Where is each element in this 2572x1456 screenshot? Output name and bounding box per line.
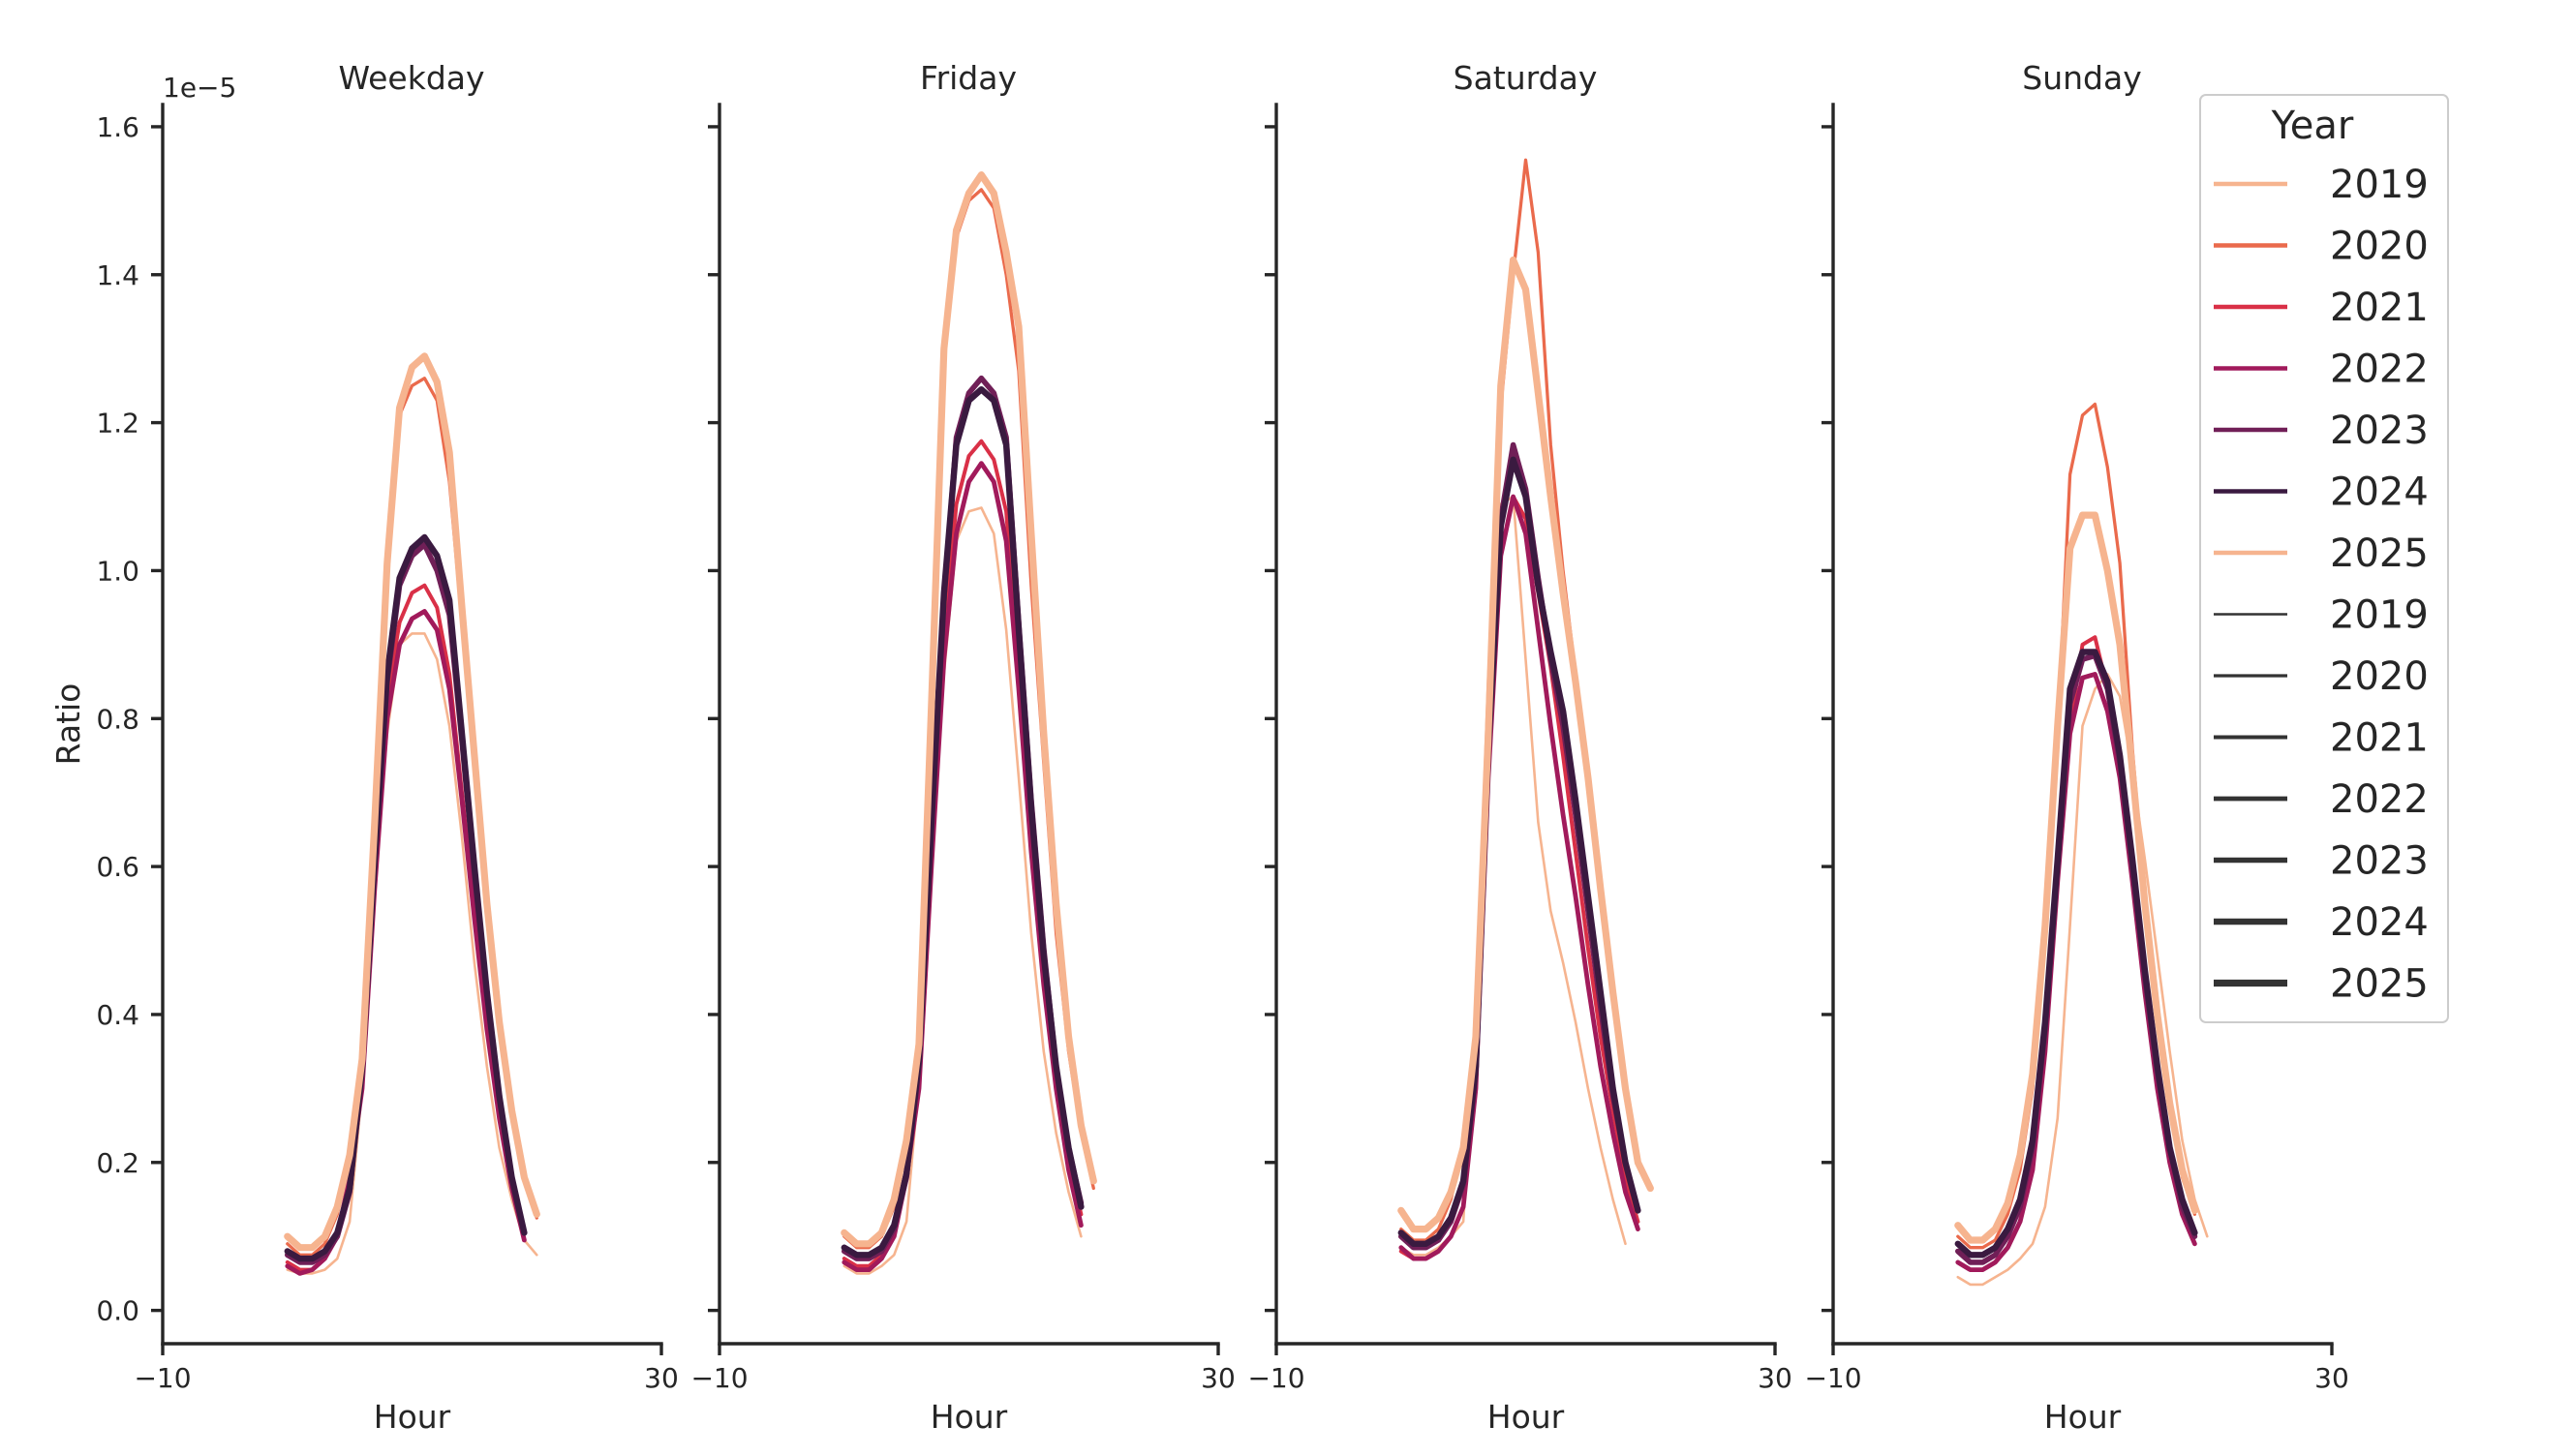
series-line-2023 (1955, 652, 2198, 1265)
x-axis-label: Hour (2044, 1398, 2122, 1436)
series-line-2019 (1956, 673, 2209, 1287)
series-line-2025 (1954, 511, 2198, 1244)
y-tick-label: 1.0 (96, 555, 139, 587)
panel-title-friday: Friday (920, 59, 1017, 97)
legend-label-size-2024: 2024 (2330, 900, 2429, 945)
x-tick-label: 30 (1758, 1362, 1792, 1394)
legend-label-hue-2025: 2025 (2330, 531, 2429, 576)
y-offset-label: 1e−5 (163, 72, 236, 104)
x-tick-label: −10 (690, 1362, 748, 1394)
y-tick-label: 1.2 (96, 408, 139, 440)
x-axis-label: Hour (374, 1398, 451, 1436)
series-line-2025 (284, 352, 540, 1252)
x-tick-label: 30 (2314, 1362, 2349, 1394)
series-line-2024 (284, 533, 528, 1262)
legend-label-hue-2022: 2022 (2330, 348, 2429, 392)
series-line-2024 (841, 386, 1085, 1259)
legend-box (2199, 94, 2449, 1023)
series-line-2024 (1397, 456, 1641, 1248)
legend-label-size-2023: 2023 (2330, 839, 2429, 884)
x-tick-label: 30 (1201, 1362, 1236, 1394)
y-tick-label: 0.0 (96, 1295, 139, 1327)
series-line-2019 (1399, 495, 1627, 1257)
panel-title-saturday: Saturday (1454, 59, 1598, 97)
y-tick-label: 0.4 (96, 999, 139, 1031)
y-tick-label: 0.2 (96, 1147, 139, 1179)
legend-label-size-2019: 2019 (2330, 593, 2429, 638)
legend-label-size-2020: 2020 (2330, 654, 2429, 699)
legend-title: Year (2271, 104, 2354, 148)
y-tick-label: 0.8 (96, 703, 139, 735)
series-line-2022 (842, 461, 1084, 1272)
series-line-2021 (842, 439, 1084, 1268)
legend-label-size-2022: 2022 (2330, 777, 2429, 822)
y-axis-label: Ratio (49, 683, 87, 766)
legend-label-hue-2020: 2020 (2330, 225, 2429, 269)
legend-label-size-2025: 2025 (2330, 962, 2429, 1007)
y-tick-label: 1.4 (96, 259, 139, 291)
legend-label-hue-2024: 2024 (2330, 470, 2429, 515)
legend-label-hue-2019: 2019 (2330, 163, 2429, 207)
x-tick-label: 30 (644, 1362, 679, 1394)
panel-title-sunday: Sunday (2022, 59, 2141, 97)
legend-label-hue-2021: 2021 (2330, 286, 2429, 330)
series-line-2024 (1954, 649, 2198, 1259)
x-axis-label: Hour (931, 1398, 1008, 1436)
series-line-2019 (286, 632, 538, 1275)
y-tick-label: 0.6 (96, 851, 139, 883)
x-axis-label: Hour (1487, 1398, 1565, 1436)
series-line-2022 (1398, 494, 1640, 1261)
series-line-2019 (842, 506, 1083, 1275)
legend-label-hue-2023: 2023 (2330, 409, 2429, 453)
series-line-2021 (1955, 635, 2197, 1272)
series-line-2025 (1397, 256, 1654, 1233)
legend-label-size-2021: 2021 (2330, 716, 2429, 761)
y-tick-label: 1.6 (96, 111, 139, 143)
x-tick-label: −10 (1804, 1362, 1861, 1394)
panel-title-weekday: Weekday (338, 59, 484, 97)
x-tick-label: −10 (1247, 1362, 1304, 1394)
x-tick-label: −10 (134, 1362, 191, 1394)
series-line-2025 (841, 171, 1097, 1248)
